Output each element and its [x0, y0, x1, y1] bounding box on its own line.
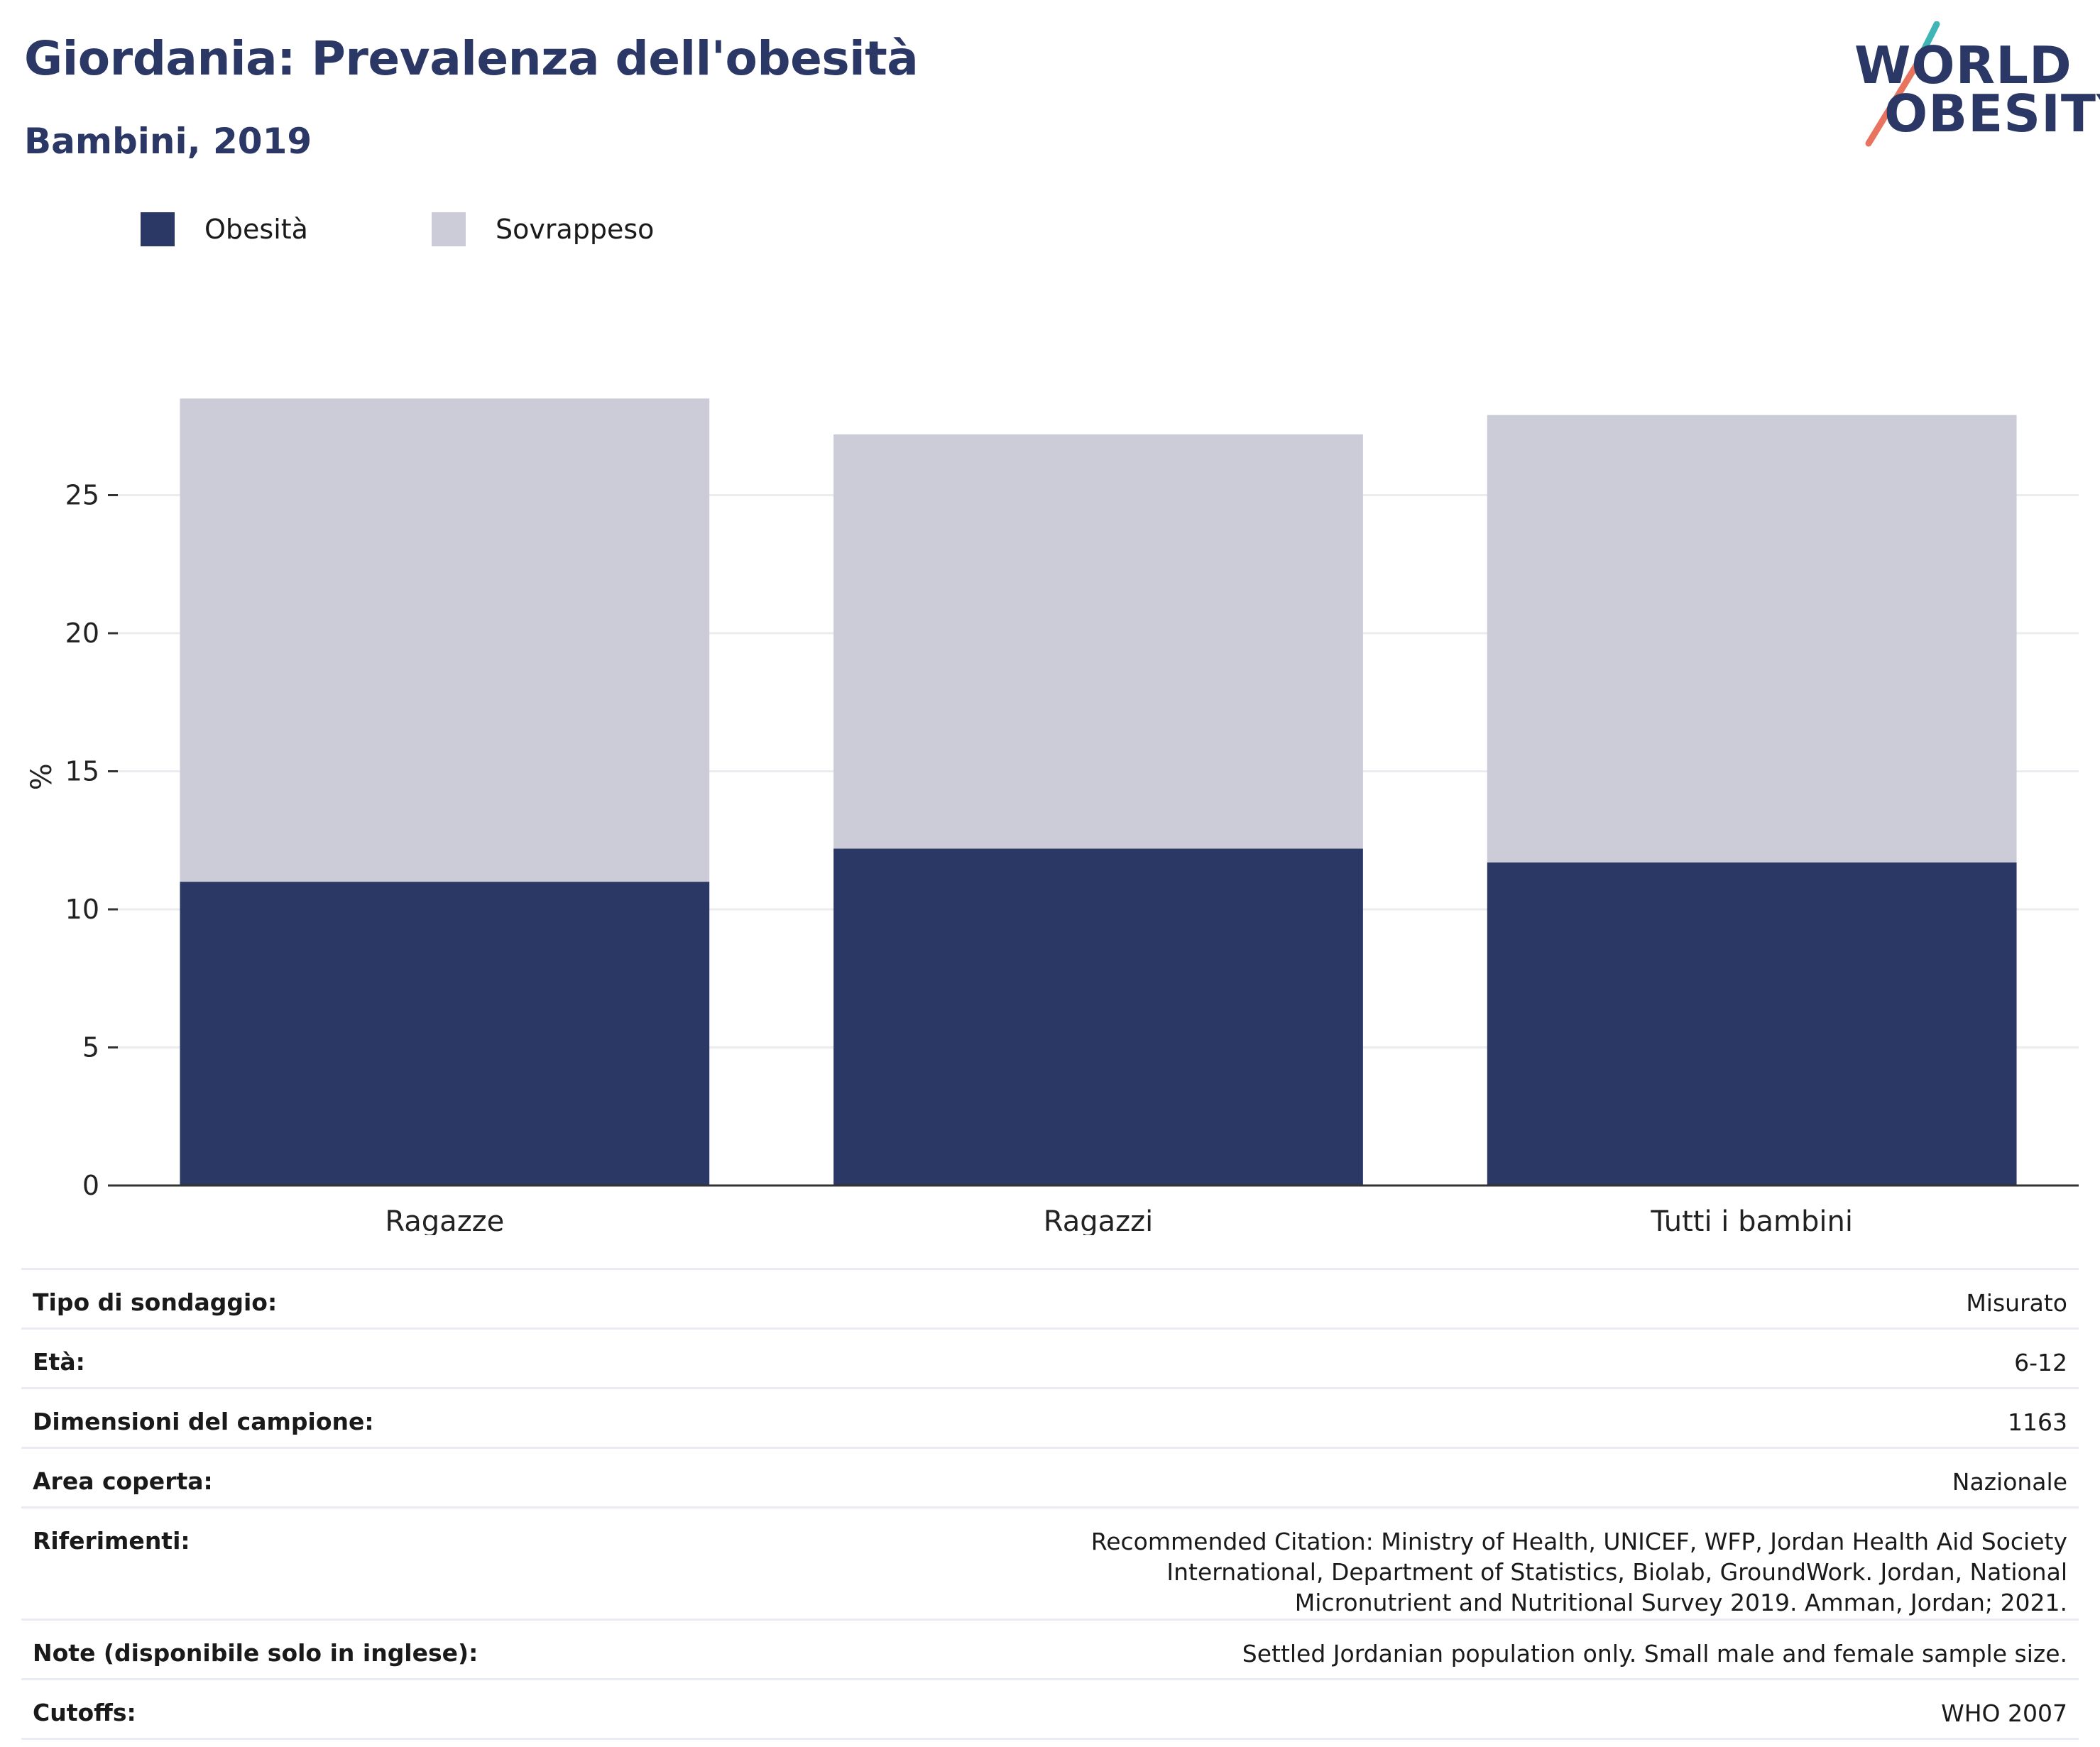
info-row: Note (disponibile solo in inglese): Settl… — [21, 1618, 2079, 1680]
logo-line-obesity: OBESITY — [1884, 84, 2100, 143]
info-key: Riferimenti: — [21, 1506, 490, 1620]
info-key: Tipo di sondaggio: — [21, 1268, 490, 1329]
info-value: Recommended Citation: Ministry of Health… — [489, 1506, 2079, 1620]
chart-subtitle: Bambini, 2019 — [24, 121, 312, 162]
y-tick-label: 25 — [65, 480, 99, 511]
y-axis-title: % — [26, 763, 58, 790]
info-row: Riferimenti: Recommended Citation: Minist… — [21, 1506, 2079, 1620]
info-value: 1163 — [489, 1387, 2079, 1448]
chart-title: Giordania: Prevalenza dell'obesità — [24, 31, 919, 86]
bar-obesity-1 — [833, 848, 1363, 1185]
bar-overweight-0 — [180, 398, 710, 882]
info-row: Cutoffs: WHO 2007 — [21, 1677, 2079, 1740]
info-value: WHO 2007 — [489, 1677, 2079, 1740]
bar-obesity-0 — [180, 882, 710, 1185]
x-category-label: Tutti i bambini — [1650, 1205, 1853, 1235]
y-tick-label: 20 — [65, 618, 99, 649]
bar-obesity-2 — [1487, 862, 2017, 1185]
info-row: Età: 6-12 — [21, 1327, 2079, 1389]
info-value: Settled Jordanian population only. Small… — [489, 1618, 2079, 1680]
bar-overweight-1 — [833, 434, 1363, 849]
info-value: 6-12 — [489, 1327, 2079, 1389]
info-row: Area coperta: Nazionale — [21, 1447, 2079, 1508]
stacked-bar-chart: 0 5 10 15 20 25% Ragazze Ragazzi Tutti i bambini — [26, 398, 2079, 1235]
info-value: Nazionale — [489, 1447, 2079, 1508]
info-key: Dimensioni del campione: — [21, 1387, 490, 1448]
world-obesity-logo: WORLD OBESITY — [1853, 21, 2100, 149]
legend-label-overweight: Sovrappeso — [496, 214, 655, 245]
info-key: Area coperta: — [21, 1447, 490, 1508]
info-row: Tipo di sondaggio: Misurato — [21, 1268, 2079, 1329]
legend-item-obesity[interactable]: Obesità — [141, 209, 308, 249]
info-key: Note (disponibile solo in inglese): — [21, 1618, 490, 1680]
logo-line-world: WORLD — [1854, 35, 2072, 95]
logo-slash-icon — [1865, 21, 1940, 147]
legend-swatch-obesity — [141, 212, 175, 246]
legend-item-overweight[interactable]: Sovrappeso — [432, 209, 654, 249]
y-tick-label: 5 — [82, 1032, 99, 1063]
survey-info-table: Tipo di sondaggio: Misurato Età: 6-12 Dimens… — [21, 1268, 2079, 1740]
x-category-label: Ragazzi — [1044, 1205, 1153, 1235]
info-value: Misurato — [489, 1268, 2079, 1329]
info-key: Età: — [21, 1327, 490, 1389]
y-tick-label: 10 — [65, 894, 99, 925]
legend-swatch-overweight — [432, 212, 466, 246]
y-tick-label: 15 — [65, 756, 99, 787]
info-key: Cutoffs: — [21, 1677, 490, 1740]
x-category-label: Ragazze — [385, 1205, 504, 1235]
bar-overweight-2 — [1487, 415, 2017, 862]
info-row: Dimensioni del campione: 1163 — [21, 1387, 2079, 1448]
legend-label-obesity: Obesità — [204, 214, 308, 245]
y-tick-label: 0 — [82, 1170, 99, 1201]
